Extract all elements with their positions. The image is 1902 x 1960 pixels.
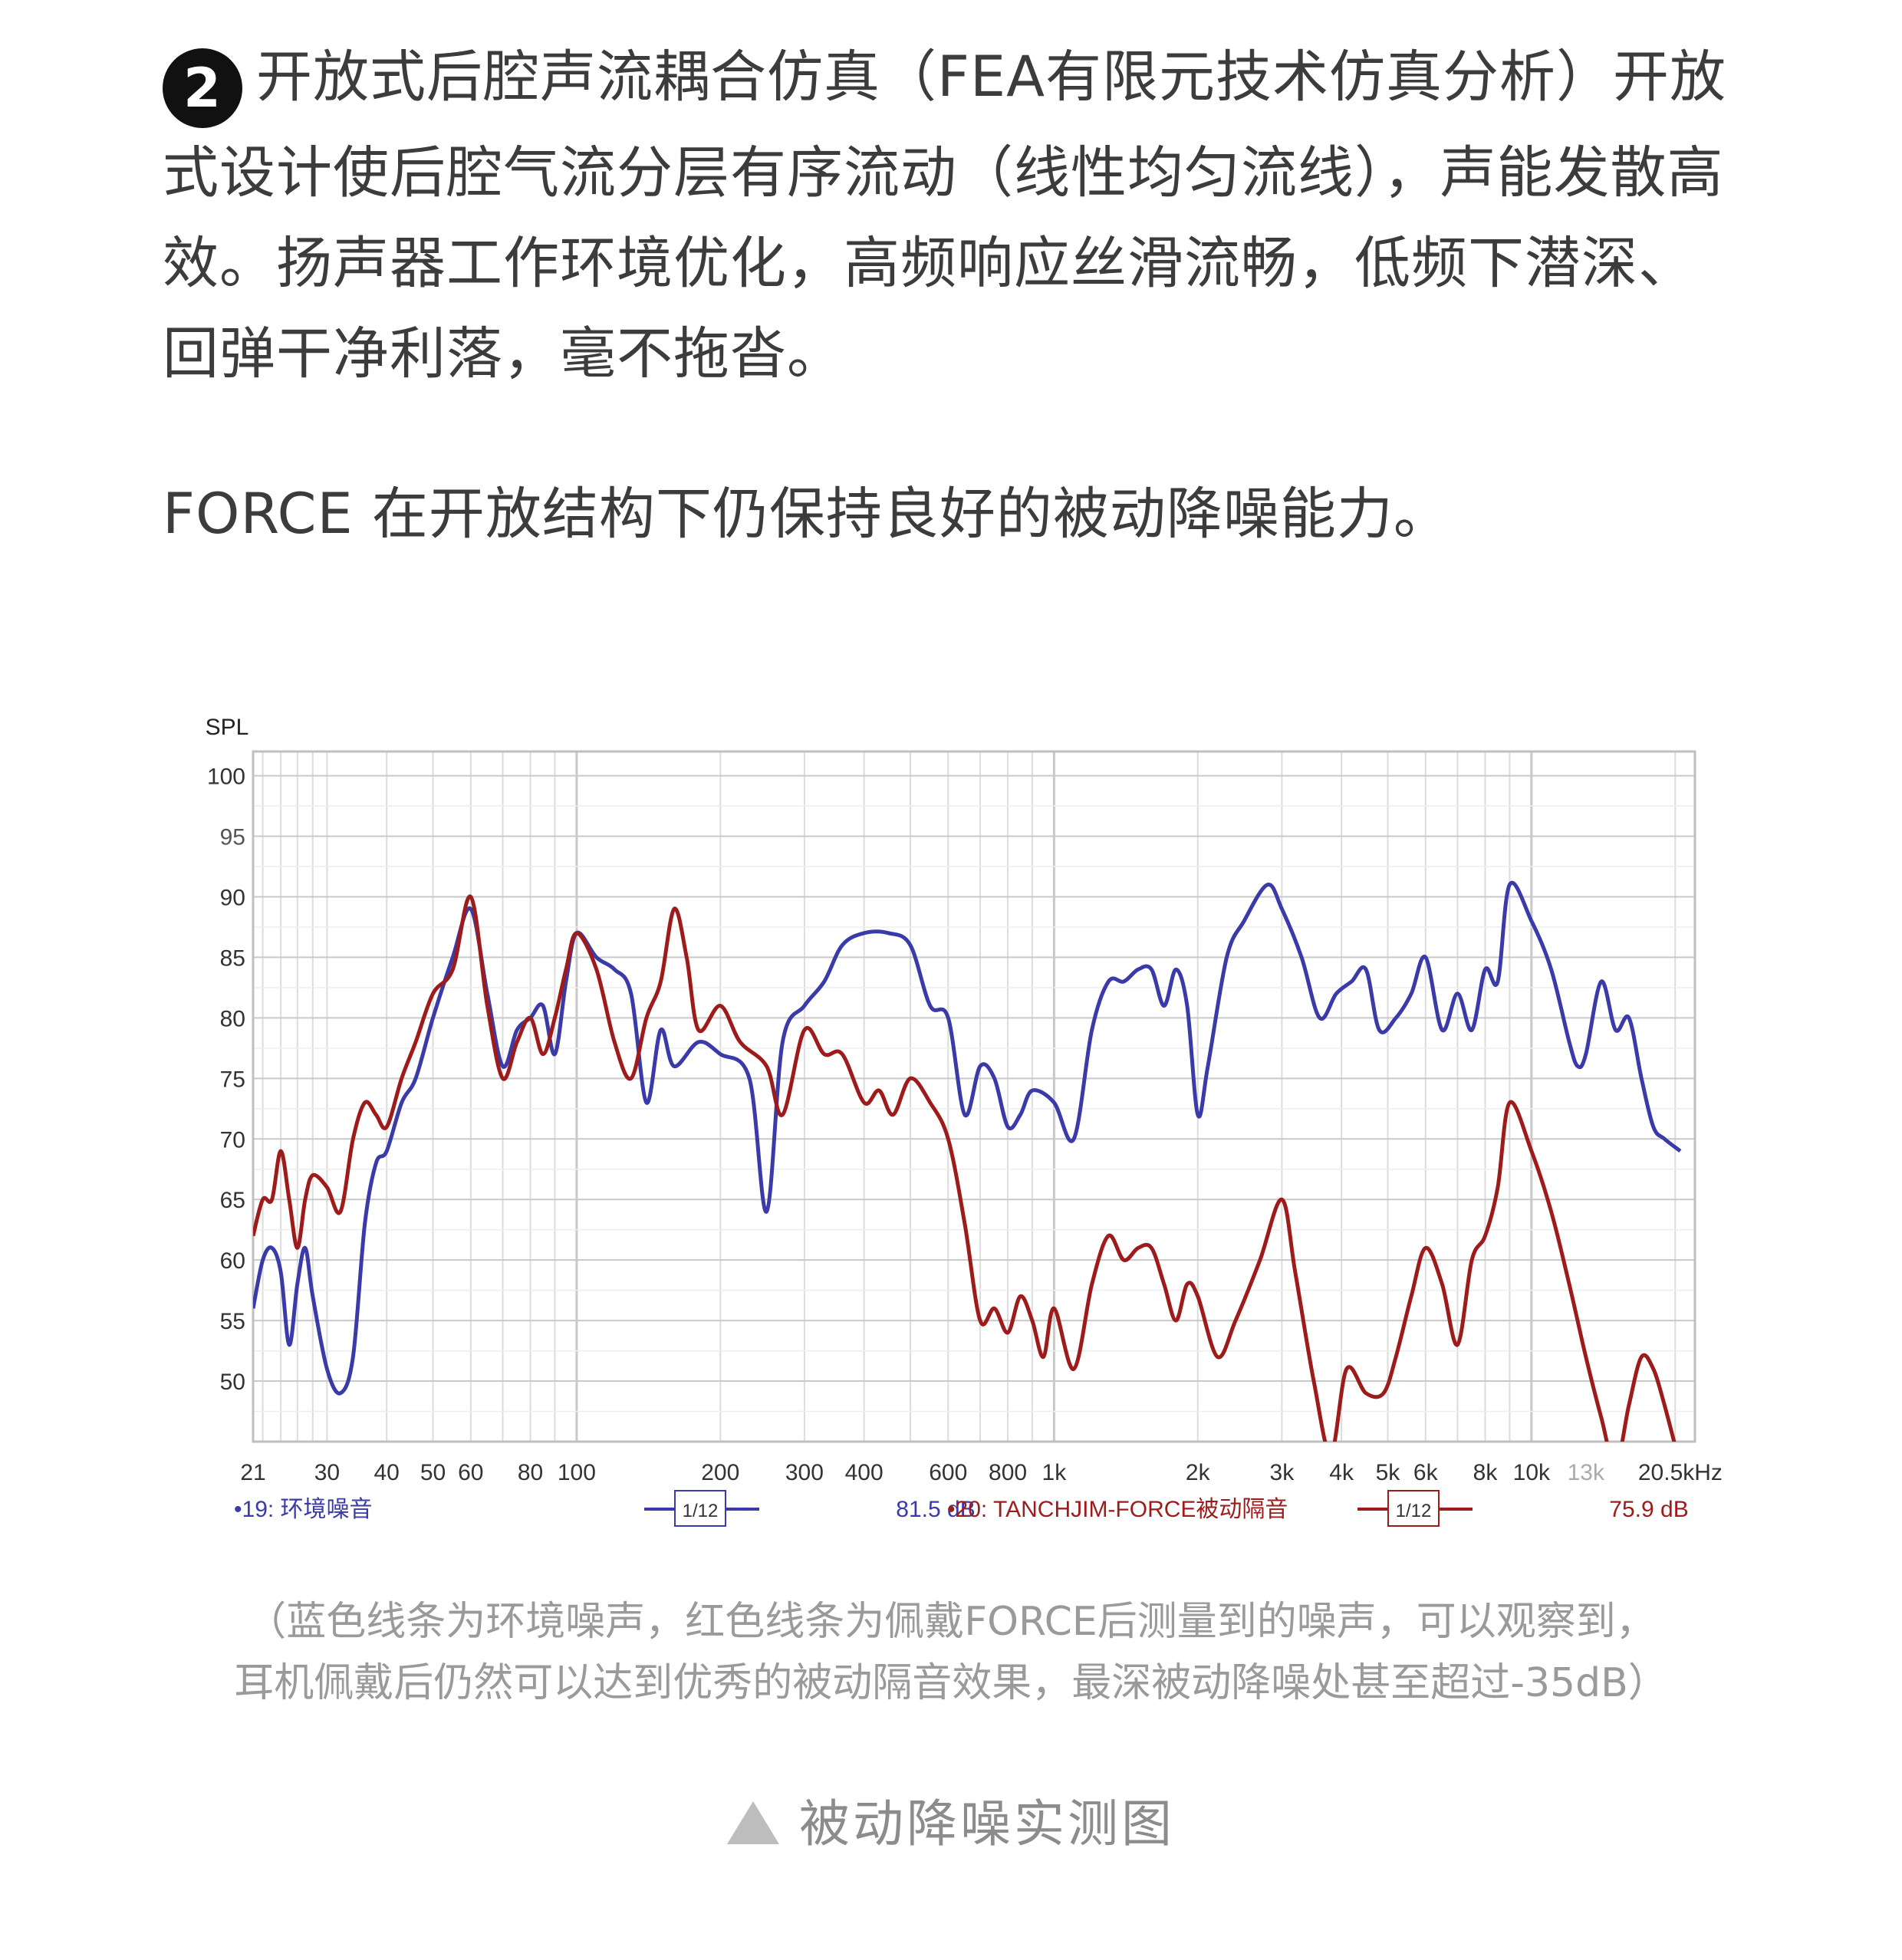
y-tick-label: 95 xyxy=(220,825,245,850)
x-tick-label: 10k xyxy=(1513,1460,1551,1485)
x-tick-label: 1k xyxy=(1042,1460,1068,1485)
y-tick-label: 100 xyxy=(207,765,245,790)
legend-level: 81.5 dB xyxy=(896,1497,975,1522)
x-tick-label: 200 xyxy=(701,1460,739,1485)
x-tick-label: 21 xyxy=(240,1460,265,1485)
intro-paragraph: 2 开放式后腔声流耦合仿真（FEA有限元技术仿真分析）开放式设计使后腔气流分层有序… xyxy=(163,32,1742,400)
smoothing-box xyxy=(674,1490,726,1527)
x-tick-label: 100 xyxy=(558,1460,596,1485)
smoothing-label: 1/12 xyxy=(683,1501,719,1521)
y-tick-label: 55 xyxy=(220,1309,245,1334)
chart-caption: （蓝色线条为环境噪声，红色线条为佩戴FORCE后测量到的噪声，可以观察到， 耳机… xyxy=(115,1591,1787,1714)
x-tick-label: 30 xyxy=(314,1460,340,1485)
y-tick-label: 75 xyxy=(220,1067,245,1092)
frequency-response-chart: SPL 100 95 90 85 80 75 70 65 60 55 50 21 30 40 50 60 80… xyxy=(206,715,1723,1527)
x-axis-ticks: 21 30 40 50 60 80 100 200 300 400 600 800 1k 2k 3k 4k 5k… xyxy=(240,1460,1723,1485)
chart-legend: •19: 环境噪音 1/12 81.5 dB•20: TANCHJIM-FORCE被… xyxy=(234,1490,1689,1527)
x-tick-label: 4k xyxy=(1329,1460,1354,1485)
figure-title: 被动降噪实测图 xyxy=(0,1783,1902,1856)
caption-line-1: （蓝色线条为环境噪声，红色线条为佩戴FORCE后测量到的噪声，可以观察到， xyxy=(246,1599,1656,1645)
x-tick-label: 400 xyxy=(845,1460,884,1485)
y-axis-label: SPL xyxy=(206,715,249,740)
x-tick-label: 600 xyxy=(929,1460,967,1485)
statement-text: FORCE 在开放结构下仍保持良好的被动降噪能力。 xyxy=(163,482,1450,547)
y-tick-label: 70 xyxy=(220,1127,245,1153)
legend-level: 75.9 dB xyxy=(1609,1497,1688,1522)
smoothing-box xyxy=(1387,1490,1440,1527)
x-tick-label: 8k xyxy=(1473,1460,1499,1485)
y-tick-label: 90 xyxy=(220,885,245,910)
x-tick-label: 2k xyxy=(1186,1460,1211,1485)
x-tick-label: 3k xyxy=(1270,1460,1295,1485)
x-tick-label: 80 xyxy=(518,1460,543,1485)
intro-text: 开放式后腔声流耦合仿真（FEA有限元技术仿真分析）开放式设计使后腔气流分层有序流… xyxy=(163,44,1727,386)
y-tick-label: 80 xyxy=(220,1006,245,1031)
legend-label: •19: 环境噪音 xyxy=(234,1497,373,1522)
x-tick-label: 60 xyxy=(458,1460,483,1485)
x-tick-label: 300 xyxy=(785,1460,824,1485)
y-tick-label: 50 xyxy=(220,1370,245,1395)
smoothing-label: 1/12 xyxy=(1396,1501,1432,1521)
x-tick-label: 5k xyxy=(1376,1460,1401,1485)
caption-line-2: 耳机佩戴后仍然可以达到优秀的被动隔音效果，最深被动降噪处甚至超过-35dB） xyxy=(234,1660,1668,1706)
series-line xyxy=(253,880,1682,1396)
x-tick-label: 800 xyxy=(989,1460,1027,1485)
chart-series xyxy=(253,880,1682,1442)
x-tick-label: 13k xyxy=(1568,1460,1605,1485)
y-axis-ticks: 100 95 90 85 80 75 70 65 60 55 50 xyxy=(207,765,245,1395)
y-tick-label: 65 xyxy=(220,1188,245,1213)
legend-label: •20: TANCHJIM-FORCE被动隔音 xyxy=(947,1497,1288,1522)
triangle-icon xyxy=(727,1801,779,1844)
y-tick-label: 85 xyxy=(220,945,245,971)
figure-title-text: 被动降噪实测图 xyxy=(799,1794,1175,1853)
step-number-badge: 2 xyxy=(163,48,242,128)
x-tick-label: 40 xyxy=(374,1460,400,1485)
x-tick-label: 20.5kHz xyxy=(1638,1460,1723,1485)
chart-grid xyxy=(253,751,1695,1442)
x-tick-label: 6k xyxy=(1413,1460,1439,1485)
y-tick-label: 60 xyxy=(220,1248,245,1274)
plot-frame xyxy=(252,750,1696,1443)
x-tick-label: 50 xyxy=(420,1460,446,1485)
series-line xyxy=(253,894,1677,1442)
